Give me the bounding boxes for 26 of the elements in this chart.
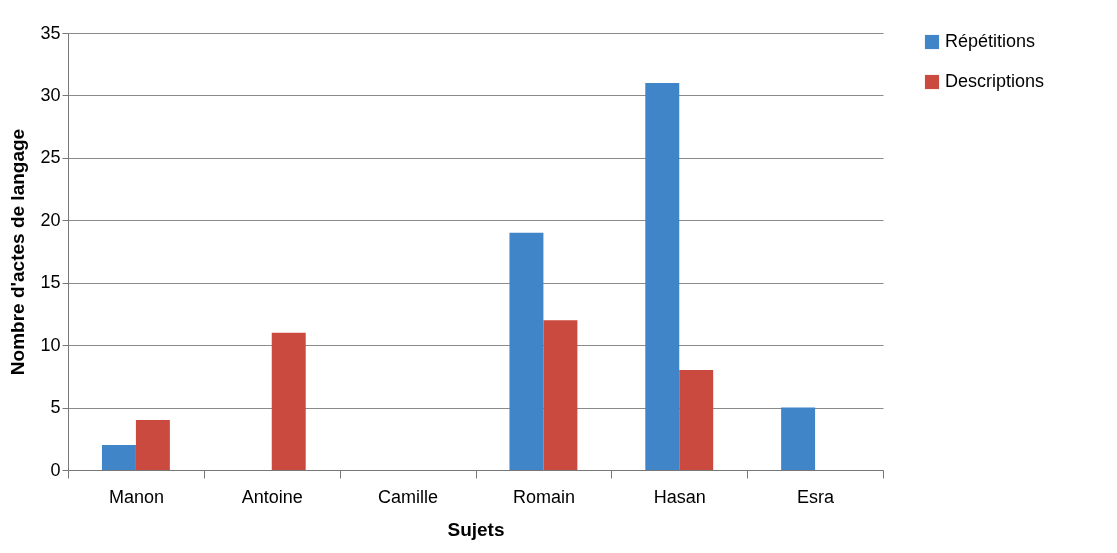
bar [135, 420, 170, 470]
y-tick-label: 5 [50, 397, 61, 418]
x-tick-label: Romain [512, 486, 575, 507]
x-tick-label: Esra [797, 486, 836, 507]
bar [645, 82, 680, 470]
bar [543, 320, 578, 470]
x-tick-label: Hasan [653, 486, 706, 507]
bar [509, 232, 544, 470]
y-tick-label: 20 [40, 209, 61, 230]
bar [781, 407, 816, 470]
legend-label: Répétitions [945, 31, 1036, 51]
x-axis-title: Sujets [447, 518, 505, 540]
y-tick-label: 25 [40, 147, 61, 168]
y-tick-label: 10 [40, 334, 61, 355]
x-tick-label: Manon [108, 486, 164, 507]
y-tick-label: 0 [50, 459, 61, 480]
y-tick-label: 35 [40, 22, 61, 43]
bar [271, 332, 306, 470]
legend-label: Descriptions [945, 71, 1045, 91]
y-tick-label: 15 [40, 272, 61, 293]
y-tick-label: 30 [40, 84, 61, 105]
y-axis-title: Nombre d'actes de langage [7, 128, 29, 376]
x-tick-label: Camille [378, 486, 439, 507]
bar [679, 370, 714, 470]
bar [101, 445, 136, 470]
x-tick-label: Antoine [241, 486, 303, 507]
